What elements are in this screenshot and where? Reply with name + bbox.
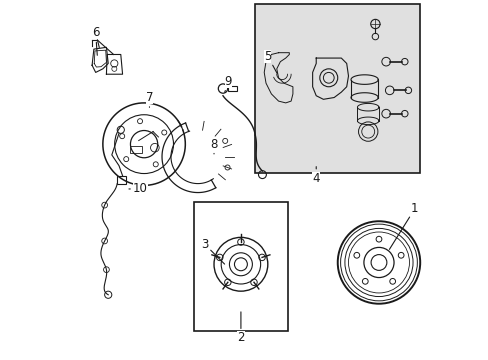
Bar xyxy=(129,146,142,153)
Text: 8: 8 xyxy=(210,138,217,154)
Text: 2: 2 xyxy=(237,312,244,344)
Bar xyxy=(194,202,287,330)
Text: 3: 3 xyxy=(201,238,224,264)
Text: 10: 10 xyxy=(129,183,148,195)
Bar xyxy=(117,176,126,184)
Text: 9: 9 xyxy=(224,75,232,92)
Bar xyxy=(255,4,419,173)
Text: 7: 7 xyxy=(145,91,153,107)
Text: 6: 6 xyxy=(92,27,99,55)
Bar xyxy=(227,86,236,91)
Text: 1: 1 xyxy=(388,202,418,249)
Text: 5: 5 xyxy=(264,50,277,73)
Text: 4: 4 xyxy=(312,167,319,185)
